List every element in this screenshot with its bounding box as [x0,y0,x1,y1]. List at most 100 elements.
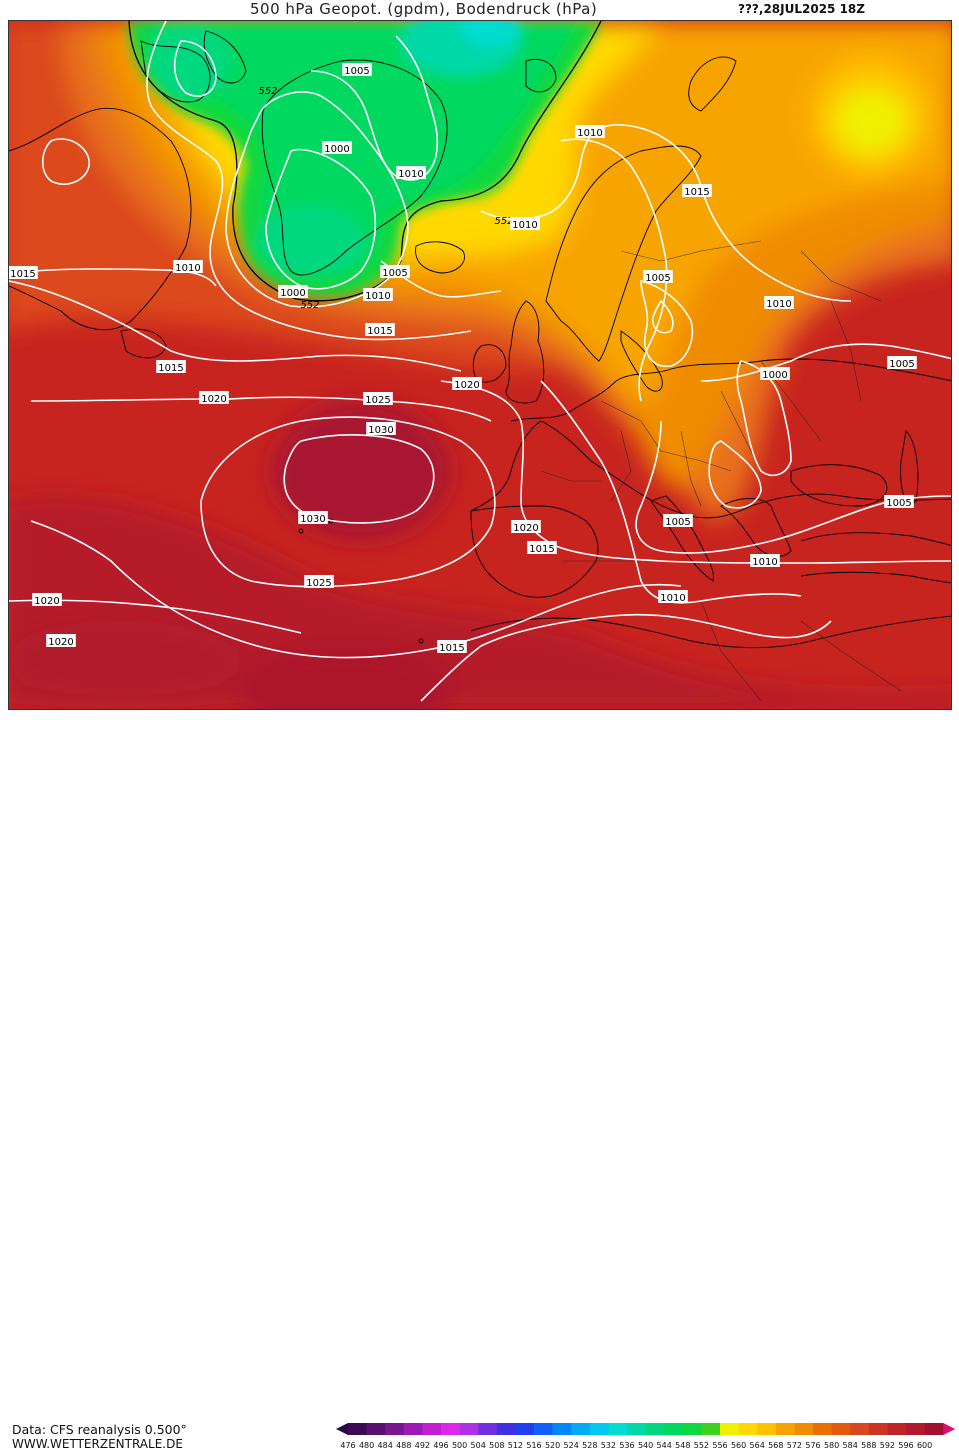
legend-swatch [348,1423,367,1435]
legend-swatch [831,1423,851,1435]
isobar-label: 1000 [278,285,308,299]
isobar-label: 1025 [363,392,393,406]
legend-swatch [534,1423,553,1435]
isobar-label: 1030 [366,422,396,436]
legend-tick-label: 488 [396,1441,411,1450]
legend-swatch [422,1423,442,1435]
legend-swatch [701,1423,721,1435]
isobar-label-text: 1015 [529,544,554,555]
isobar-label: 1010 [510,217,540,231]
isobar-label-text: 1005 [382,268,407,279]
legend-right-arrow [943,1423,956,1435]
isobar-label: 1030 [298,511,328,525]
isobar-label-text: 1015 [684,187,709,198]
legend-tick-label: 556 [712,1441,727,1450]
isobar-label: 1005 [887,356,917,370]
isobar-label-text: 1020 [48,637,73,648]
legend-tick-label: 500 [452,1441,467,1450]
isobar-label-text: 1000 [762,370,787,381]
legend-tick-label: 512 [508,1441,523,1450]
legend-swatch [459,1423,479,1435]
isobar-label-text: 1025 [365,395,390,406]
isobar-label: 1015 [437,640,467,654]
legend-swatch [720,1423,739,1435]
isobar-label-text: 1010 [660,593,685,604]
legend-tick-label: 600 [917,1441,932,1450]
isobar-label-text: 1005 [645,273,670,284]
legend-swatch [478,1423,498,1435]
legend-swatch [794,1423,814,1435]
isobar-label: 552 [258,86,277,97]
legend-swatch [552,1423,572,1435]
map-canvas: 1005552100010101010101510101000552100510… [9,21,951,709]
isobar-label: 1010 [396,166,426,180]
legend-swatch [645,1423,665,1435]
isobar-label: 1015 [365,323,395,337]
legend-tick-label: 548 [675,1441,690,1450]
isobar-label-text: 1010 [752,557,777,568]
isobar-label: 1010 [750,554,780,568]
isobar-label-text: 1030 [300,514,325,525]
map-title: 500 hPa Geopot. (gpdm), Bodendruck (hPa) [250,0,598,18]
legend-tick-label: 576 [805,1441,820,1450]
legend-swatch [385,1423,405,1435]
coastlines [9,30,951,649]
geopotential-field [9,21,951,709]
legend-tick-label: 520 [545,1441,560,1450]
isobar-label-text: 1015 [439,643,464,654]
isobar-label-text: 1010 [512,220,537,231]
website-label: WWW.WETTERZENTRALE.DE [12,1437,183,1451]
isobar-label: 1020 [32,593,62,607]
isobar-label: 1005 [342,63,372,77]
isobar-label-text: 1005 [344,66,369,77]
legend-tick-label: 524 [564,1441,579,1450]
isobar-label: 1005 [663,514,693,528]
isobar-label: 1010 [363,288,393,302]
isobar-label: 1000 [322,141,352,155]
legend-tick-label: 480 [359,1441,374,1450]
isobar-label: 1005 [643,270,673,284]
isobar-label: 1010 [764,296,794,310]
isobar-label: 1010 [173,260,203,274]
legend-tick-label: 508 [489,1441,504,1450]
legend-tick-label: 596 [898,1441,913,1450]
isobar-label-text: 1010 [398,169,423,180]
legend-swatch [515,1423,535,1435]
weather-map[interactable]: 1005 552 1000 1010 1010 1015 1010 1000 552 1005 10… [8,20,952,710]
isobar-label: 1015 [682,184,712,198]
legend-tick-label: 580 [824,1441,839,1450]
isobar-label-text: 1015 [158,363,183,374]
isobar-label: 1020 [199,391,229,405]
isobar-label: 1005 [380,265,410,279]
isobar-label-text: 1015 [367,326,392,337]
legend-left-arrow [336,1423,348,1435]
legend-swatch [738,1423,758,1435]
valid-date: ???,28JUL2025 18Z [738,2,865,16]
legend-tick-label: 496 [433,1441,448,1450]
isobar-label-text: 1005 [886,498,911,509]
isobar-label-text: 1020 [454,380,479,391]
isobar-label-text: 1005 [665,517,690,528]
color-legend: 476 480 484 488 492 496 500 504 508 512 516 520 524 5… [336,1423,956,1450]
isobar-label: 1025 [304,575,334,589]
legend-swatch [906,1423,925,1435]
legend-swatch [366,1423,386,1435]
legend-tick-label: 476 [340,1441,355,1450]
isobar-label-text: 1010 [175,263,200,274]
legend-swatch [403,1423,423,1435]
isobar-label: 1015 [9,266,38,280]
legend-tick-label: 544 [657,1441,672,1450]
legend-tick-label: 536 [619,1441,634,1450]
isobar-label: 1020 [452,377,482,391]
isobar-label-text: 1030 [368,425,393,436]
legend-swatch [496,1423,516,1435]
isobar-label: 1020 [511,520,541,534]
isobar-label: 552 [300,300,319,311]
country-borders [540,240,902,702]
isobar-label-text: 1010 [365,291,390,302]
isobar-label-text: 1015 [10,269,35,280]
legend-tick-label: 564 [750,1441,765,1450]
legend-swatch [608,1423,628,1435]
legend-tick-label: 504 [471,1441,486,1450]
isobar-label: 1020 [46,634,76,648]
